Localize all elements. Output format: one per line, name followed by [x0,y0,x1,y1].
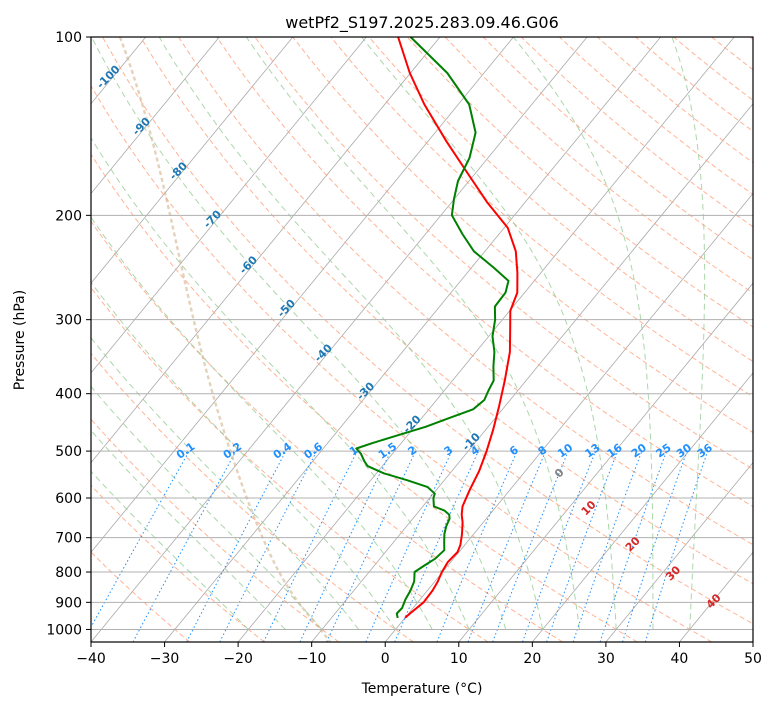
moist-adiabat-line [158,37,544,630]
sounding-series [355,37,519,619]
axis-ticks: −40 −30 −20 −10 0 10 20 30 40 50 100 200 300 400 500 60… [46,30,762,667]
dry-adiabat-line [91,84,713,642]
isotherm-line [384,192,753,642]
parcel-arc [118,37,331,642]
x-tick-label: 40 [671,651,689,667]
temperature-line [397,37,519,619]
y-tick-label: 800 [55,565,82,581]
mixing-ratio-line [546,450,619,642]
y-tick-label: 200 [55,208,82,224]
moist-adiabat-line [91,336,360,630]
mixing-ratio-line [263,450,358,642]
moist-adiabat-line [91,37,507,630]
dry-adiabat-line [140,37,753,585]
mixing-ratio-line [91,450,190,629]
mixing-ratio-line [572,450,643,642]
dry-adiabat-line [91,551,191,642]
plot-area [91,37,753,642]
mixing-ratio-line [467,450,547,642]
mixing-ratio-line [132,450,237,642]
mixing-ratio-line [599,450,667,642]
y-axis-label: Pressure (hPa) [12,290,28,390]
isotherm-line [91,37,294,284]
isotherm-line [237,37,735,642]
mixing-ratio-line [219,450,318,642]
isotherm-line [91,37,367,374]
dry-adiabat-line [91,220,563,642]
y-tick-label: 600 [55,491,82,507]
x-tick-label: 0 [381,651,390,667]
x-tick-label: −40 [76,651,106,667]
mixing-ratio-line [522,450,597,642]
y-tick-label: 100 [55,30,82,46]
dry-adiabat-line [91,352,414,642]
moist-adiabat-line [361,37,617,630]
moist-adiabat-line [91,281,396,630]
dry-adiabat-line [178,37,753,546]
isotherm-line [311,103,753,642]
dry-adiabat-line [91,153,638,642]
moist-adiabat-line [245,37,580,630]
mixing-ratio-line [436,450,518,642]
plot-frame [90,36,754,643]
x-axis-label: Temperature (°C) [361,681,483,697]
moist-adiabat-line [671,37,706,630]
isotherm-line [164,37,661,642]
dry-adiabat-line [406,37,753,328]
isotherm-line [91,37,220,195]
moist-adiabat-line [91,385,323,630]
x-tick-label: −10 [297,651,327,667]
dewpoint-line [355,37,510,619]
y-tick-label: 400 [55,387,82,403]
y-tick-label: 500 [55,444,82,460]
y-tick-label: 700 [55,531,82,547]
x-tick-label: −30 [150,651,180,667]
moist-adiabat-line [91,216,433,630]
isotherm-line [532,372,753,642]
x-tick-label: 30 [597,651,615,667]
isotherm-line [91,37,441,464]
mixing-ratio-line [622,450,688,642]
moist-adiabat-line [91,136,470,630]
moist-adiabat-line [513,37,654,630]
y-tick-label: 900 [55,595,82,611]
isotherm-line [91,37,588,642]
isotherm-line [458,282,753,642]
dry-adiabat-line [444,37,753,294]
x-tick-label: 50 [744,651,762,667]
dry-adiabat-line [91,418,340,642]
isotherm-line [605,461,753,642]
x-tick-label: 10 [450,651,468,667]
x-tick-label: −20 [223,651,253,667]
chart-title: wetPf2_S197.2025.283.09.46.G06 [285,13,559,33]
mixing-ratio-line [365,450,453,642]
dry-adiabat-line [216,37,753,508]
dry-adiabat-line [91,484,265,642]
y-tick-label: 1000 [46,622,82,638]
x-tick-label: 20 [523,651,541,667]
mixing-ratio-line [492,450,569,642]
y-tick-label: 300 [55,313,82,329]
isotherm-line [91,37,514,553]
mixing-ratio-line [644,450,709,642]
dry-adiabat-line [102,37,753,625]
dry-adiabat-line [292,37,753,434]
